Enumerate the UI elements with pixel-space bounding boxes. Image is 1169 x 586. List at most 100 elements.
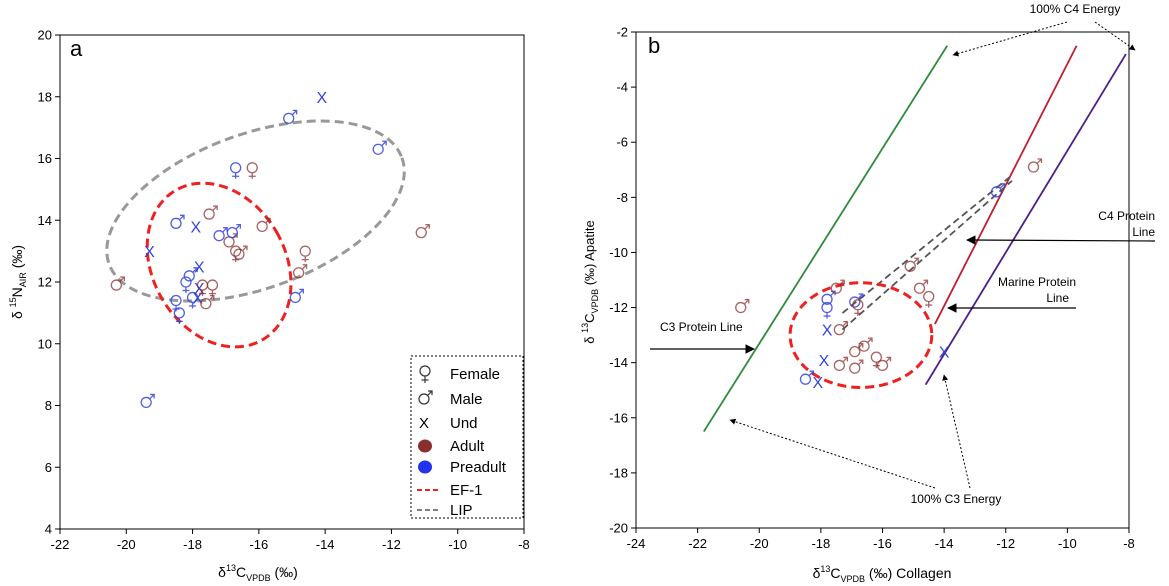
panel-a-x-tick-label: -22 <box>51 537 70 552</box>
data-point-male <box>904 257 919 272</box>
panel-b-x-tick-label: -14 <box>935 536 954 551</box>
data-point-female <box>923 290 935 308</box>
data-point-und: X <box>194 260 205 277</box>
panel-b-y-axis: -20 -18 -16 -14 -12 -10 -8 -6 -4 -2 <box>609 25 636 536</box>
data-point-male <box>858 337 873 352</box>
c4-protein-label-2: Line <box>1132 225 1155 239</box>
data-point-male <box>170 214 185 229</box>
data-point-female <box>230 162 242 179</box>
panel-a-y-tick-label: 12 <box>38 275 52 290</box>
ef1-ellipse <box>145 181 293 349</box>
data-point-female <box>299 245 311 263</box>
panel-a-y-tick-label: 4 <box>45 522 52 537</box>
legend-label-female: Female <box>450 366 500 383</box>
panel-b-y-tick-label: -6 <box>616 135 628 150</box>
data-point-male <box>735 298 750 314</box>
panel-a-y-tick-label: 6 <box>45 460 52 475</box>
legend-label-lip: LIP <box>450 502 473 519</box>
data-point-male <box>233 245 248 260</box>
legend-label-preadult: Preadult <box>450 459 507 476</box>
panel-b-x-axis: -24 -22 -20 -18 -16 -14 -12 -10 -8 <box>627 528 1135 551</box>
legend-item-und: X Und <box>419 415 478 432</box>
data-point-female <box>246 162 258 179</box>
data-point-und: X <box>819 353 830 370</box>
data-point-male <box>913 279 929 294</box>
data-point-und: X <box>812 375 823 392</box>
data-point-male <box>283 109 298 125</box>
legend-item-adult: Adult <box>418 438 485 455</box>
preadult-dot-icon <box>418 460 432 474</box>
data-point-und: X <box>191 219 202 236</box>
panel-b-y-tick-label: -10 <box>609 245 628 260</box>
data-point-male <box>876 356 892 372</box>
data-point-male <box>226 223 241 239</box>
data-point-und: X <box>822 323 833 340</box>
und-x-icon: X <box>419 415 429 432</box>
data-point-male <box>200 294 215 310</box>
data-point-male <box>292 264 308 279</box>
panel-b-protein-lines <box>703 45 1127 433</box>
panel-a-y-axis: 4 6 8 10 12 14 16 18 20 <box>38 28 60 537</box>
legend: Female Male X Und Adult Preadult <box>410 355 524 519</box>
panel-b-x-tick-label: -10 <box>1058 536 1077 551</box>
data-point-male <box>256 217 271 233</box>
c3-protein-label: C3 Protein Line <box>660 320 743 334</box>
legend-item-female: Female <box>419 365 500 383</box>
panel-b-label: b <box>648 33 660 58</box>
lip-ellipse <box>105 119 406 303</box>
data-point-male <box>833 320 849 336</box>
data-point-male <box>799 370 815 385</box>
panel-b-x-tick-label: -24 <box>627 536 646 551</box>
ef1-ellipse <box>788 281 934 389</box>
data-point-male <box>110 276 125 291</box>
panel-a-x-tick-label: -14 <box>316 537 335 552</box>
panel-a-label: a <box>70 36 83 61</box>
data-point-male <box>140 393 155 409</box>
panel-b-y-tick-label: -12 <box>609 300 628 315</box>
data-point-und: X <box>192 290 203 307</box>
marine-protein-label-1: Marine Protein <box>998 275 1076 289</box>
panel-a-y-tick-label: 18 <box>38 89 52 104</box>
panel-a-x-tick-label: -18 <box>183 537 202 552</box>
c4line-protein-line <box>924 53 1127 386</box>
marineline-protein-line <box>934 45 1078 325</box>
panel-a-y-tick-label: 10 <box>38 336 52 351</box>
panel-a-y-tick-label: 8 <box>45 398 52 413</box>
lip-dashed-line <box>841 174 1013 314</box>
marine-protein-label-2: Line <box>1046 291 1069 305</box>
panel-a-x-tick-label: -16 <box>249 537 268 552</box>
c4-energy-arrow-left <box>952 21 1068 57</box>
panel-a-x-tick-label: -20 <box>117 537 136 552</box>
data-point-female <box>173 307 185 324</box>
data-point-male <box>849 359 864 374</box>
panel-a-x-tick-label: -10 <box>448 537 467 552</box>
data-point-male <box>415 223 430 239</box>
data-point-female <box>206 279 219 297</box>
panel-b-y-tick-label: -2 <box>616 25 628 40</box>
c4-protein-label-1: C4 Protein <box>1098 209 1155 223</box>
c3-energy-arrow-left <box>729 418 936 489</box>
panel-b-x-label: δ13CVPDB (‰) Collagen <box>813 564 952 584</box>
panel-b-y-tick-label: -20 <box>609 521 628 536</box>
female-icon <box>419 365 431 383</box>
panel-b-x-tick-label: -20 <box>750 536 769 551</box>
data-point-und: X <box>144 244 155 261</box>
data-point-male <box>183 267 198 282</box>
panel-b-lip-lines <box>841 174 1013 331</box>
data-point-male <box>289 288 304 304</box>
data-point-female <box>180 276 192 293</box>
adult-dot-icon <box>418 439 432 453</box>
panel-b-x-tick-label: -12 <box>996 536 1015 551</box>
data-point-male <box>1027 158 1043 173</box>
data-point-female <box>852 299 864 316</box>
panel-b: b -24 -22 -20 -18 -16 -14 -12 -10 -8 -20 -18 -16 -1… <box>580 2 1155 584</box>
legend-item-preadult: Preadult <box>418 459 507 476</box>
data-point-male <box>849 293 864 308</box>
data-point-male <box>833 356 849 372</box>
legend-item-male: Male <box>418 390 483 408</box>
panel-a-x-tick-label: -12 <box>382 537 401 552</box>
panel-b-y-tick-label: -8 <box>616 190 628 205</box>
legend-item-lip: LIP <box>417 502 473 519</box>
